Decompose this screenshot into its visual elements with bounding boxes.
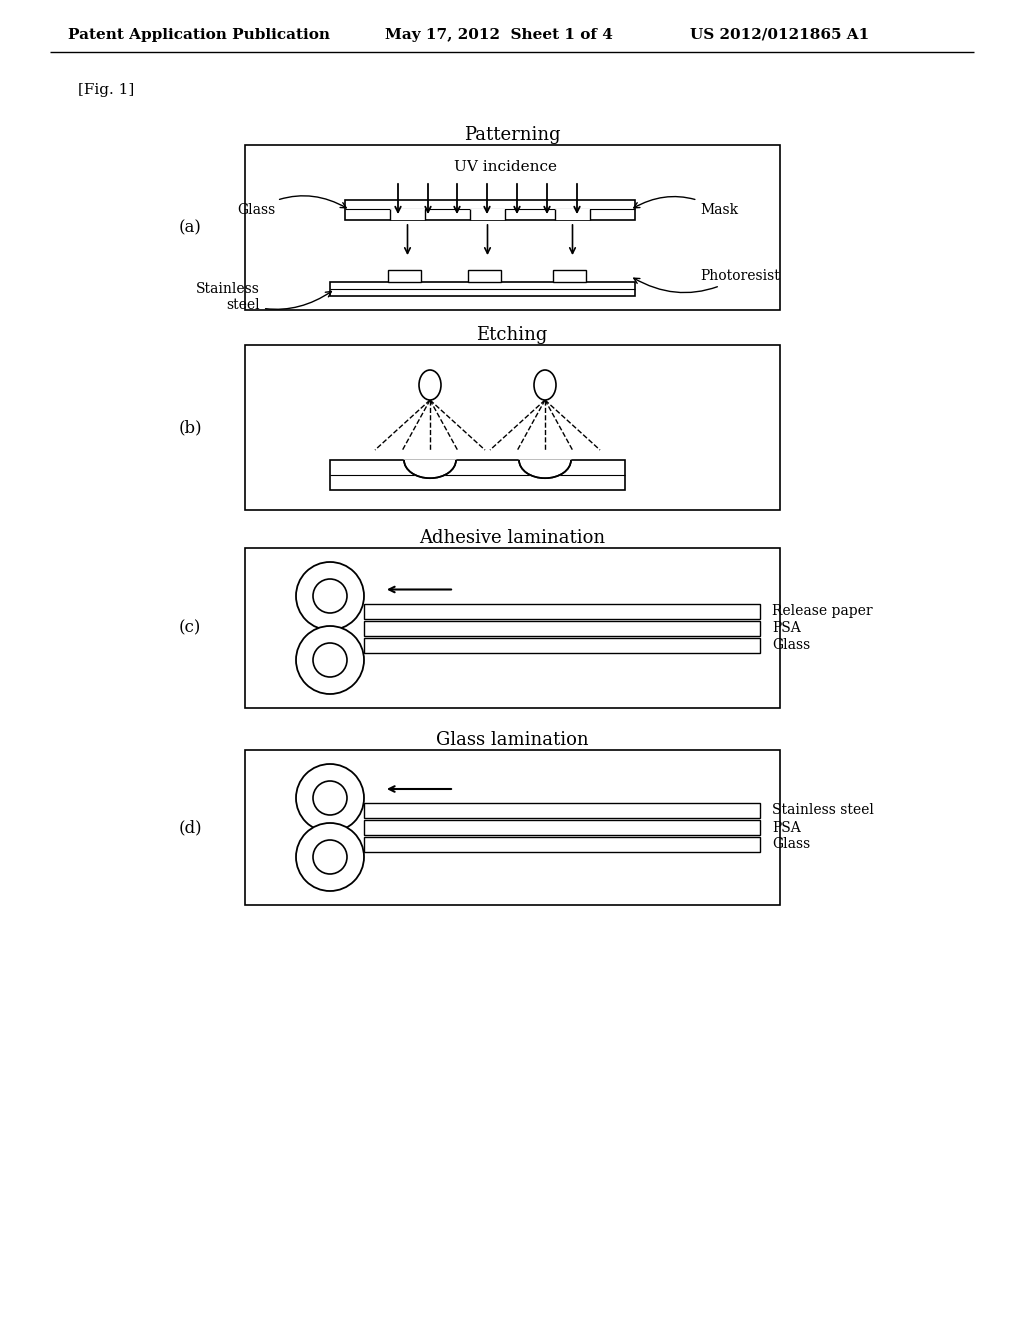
Text: (d): (d) (178, 818, 202, 836)
Circle shape (313, 643, 347, 677)
Circle shape (313, 781, 347, 814)
Bar (330, 459, 625, 490)
Text: PSA: PSA (772, 620, 801, 635)
Text: Stainless
steel: Stainless steel (197, 282, 332, 312)
Bar (364, 820, 760, 836)
Bar (364, 638, 760, 652)
Text: US 2012/0121865 A1: US 2012/0121865 A1 (690, 28, 869, 42)
Circle shape (296, 822, 364, 891)
Circle shape (313, 840, 347, 874)
Bar (364, 620, 760, 635)
Text: [Fig. 1]: [Fig. 1] (78, 83, 134, 96)
Circle shape (296, 764, 364, 832)
Text: Glass lamination: Glass lamination (435, 731, 589, 748)
Polygon shape (404, 459, 456, 478)
Bar (364, 603, 760, 619)
Text: Photoresist: Photoresist (634, 269, 779, 293)
Text: Adhesive lamination: Adhesive lamination (419, 529, 605, 546)
Bar (555, 209, 590, 220)
Bar (364, 803, 760, 818)
Bar (245, 345, 780, 510)
Bar (388, 271, 421, 282)
Text: (c): (c) (179, 619, 201, 636)
Text: (a): (a) (178, 219, 202, 236)
Text: Etching: Etching (476, 326, 548, 345)
Text: Stainless steel: Stainless steel (772, 804, 873, 817)
Text: Patterning: Patterning (464, 125, 560, 144)
Bar (364, 837, 760, 851)
Circle shape (296, 626, 364, 694)
Polygon shape (519, 459, 571, 478)
Bar (553, 271, 586, 282)
Text: May 17, 2012  Sheet 1 of 4: May 17, 2012 Sheet 1 of 4 (385, 28, 613, 42)
Bar (245, 548, 780, 708)
Text: Glass: Glass (772, 638, 810, 652)
Ellipse shape (419, 370, 441, 400)
Text: Release paper: Release paper (772, 605, 872, 618)
Bar (390, 209, 425, 220)
Bar (468, 271, 501, 282)
Circle shape (313, 579, 347, 612)
Text: Glass: Glass (237, 195, 346, 216)
Bar (345, 201, 635, 220)
Bar (245, 750, 780, 906)
Text: Mask: Mask (634, 197, 738, 216)
Bar (245, 145, 780, 310)
Ellipse shape (534, 370, 556, 400)
Circle shape (296, 562, 364, 630)
Text: Patent Application Publication: Patent Application Publication (68, 28, 330, 42)
Text: UV incidence: UV incidence (454, 160, 556, 174)
Bar (330, 282, 635, 296)
Text: PSA: PSA (772, 821, 801, 834)
Text: Glass: Glass (772, 837, 810, 851)
Bar (470, 209, 505, 220)
Text: (b): (b) (178, 418, 202, 436)
